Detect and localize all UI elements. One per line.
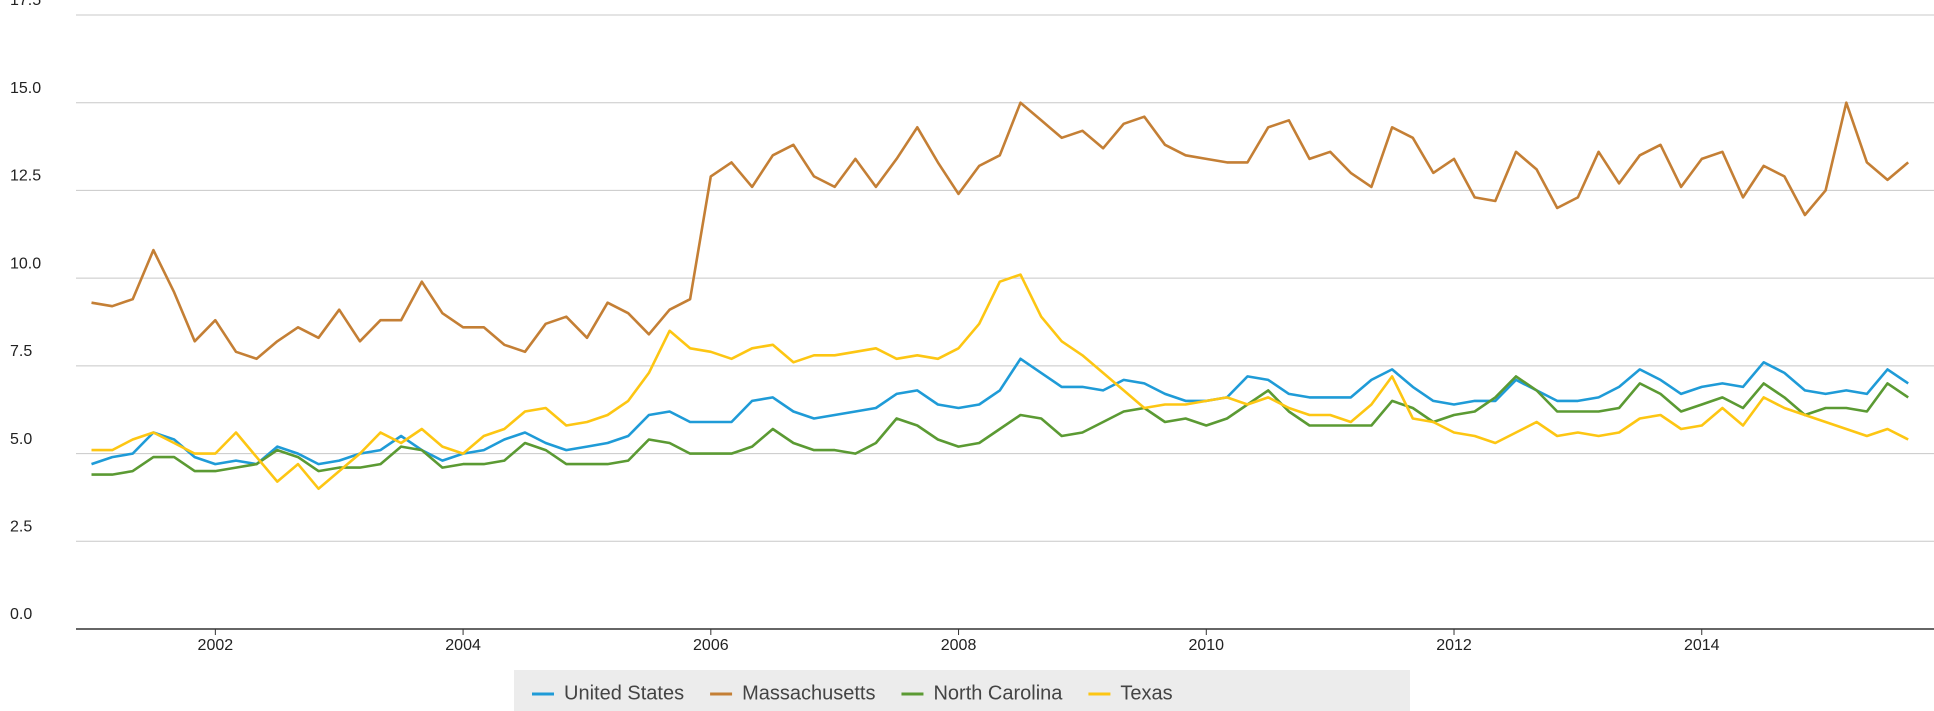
legend-label: Texas: [1120, 682, 1172, 704]
x-tick-label: 2010: [1188, 637, 1224, 654]
y-tick-label: 12.5: [10, 168, 41, 185]
x-tick-label: 2006: [693, 637, 729, 654]
y-tick-label: 10.0: [10, 255, 41, 272]
legend-label: North Carolina: [933, 682, 1063, 704]
y-tick-label: 0.0: [10, 606, 32, 623]
y-tick-label: 17.5: [10, 0, 41, 9]
y-tick-label: 5.0: [10, 431, 32, 448]
y-tick-label: 15.0: [10, 80, 41, 97]
legend-label: United States: [564, 682, 684, 704]
y-tick-label: 2.5: [10, 519, 32, 536]
series-line: [91, 101, 1910, 361]
x-tick-label: 2008: [941, 637, 977, 654]
y-tick-label: 7.5: [10, 343, 32, 360]
x-tick-label: 2002: [198, 637, 234, 654]
legend-box: [514, 670, 1410, 711]
series-line: [91, 273, 1909, 490]
series-line: [91, 375, 1909, 476]
legend-label: Massachusetts: [742, 682, 875, 704]
x-tick-label: 2014: [1684, 637, 1720, 654]
x-tick-label: 2012: [1436, 637, 1472, 654]
x-tick-label: 2004: [445, 637, 481, 654]
